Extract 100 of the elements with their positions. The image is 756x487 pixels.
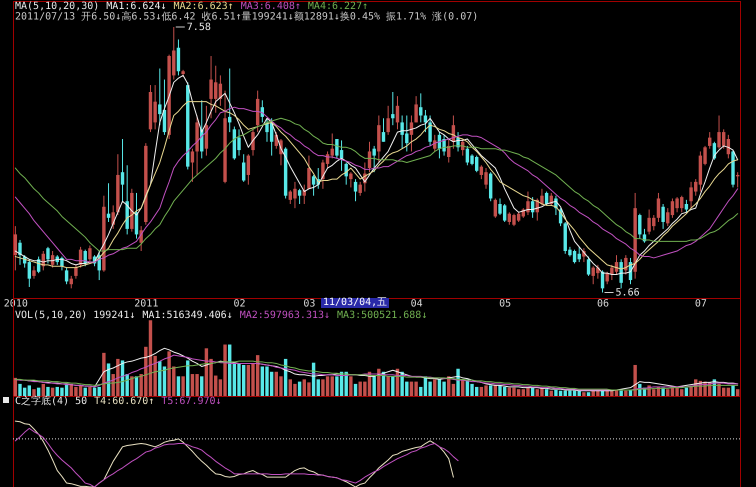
bar bbox=[480, 386, 484, 396]
bar bbox=[242, 364, 246, 396]
bar bbox=[582, 392, 586, 396]
candlestick bbox=[619, 258, 623, 289]
candlestick bbox=[70, 275, 73, 289]
candlestick bbox=[50, 250, 54, 268]
legend-title: VOL(5,10,20) 199241↓ bbox=[15, 310, 136, 321]
candlestick bbox=[270, 118, 274, 156]
text: MA2:597963.313↓ bbox=[240, 310, 330, 321]
text: MA1:6.624↓ bbox=[106, 1, 167, 12]
x-tick-label: 04 bbox=[410, 298, 423, 310]
candlestick bbox=[260, 100, 264, 123]
candlestick bbox=[466, 145, 470, 166]
bar bbox=[684, 388, 688, 396]
bar bbox=[586, 392, 590, 396]
text: MA3:6.408↑ bbox=[240, 1, 301, 12]
candlestick bbox=[382, 118, 386, 142]
candlestick bbox=[335, 138, 339, 159]
text: MA2:6.623↑ bbox=[173, 1, 234, 12]
candlestick bbox=[661, 204, 665, 230]
candlestick bbox=[153, 84, 157, 130]
bar bbox=[130, 376, 134, 396]
bar bbox=[624, 390, 628, 396]
bar bbox=[474, 386, 478, 396]
bar bbox=[274, 372, 278, 396]
text: 11/03/04,五 bbox=[321, 297, 390, 308]
candlestick bbox=[391, 91, 395, 126]
bar bbox=[391, 376, 395, 396]
bar bbox=[256, 355, 260, 396]
bar bbox=[502, 386, 506, 396]
bar bbox=[633, 364, 637, 396]
bar bbox=[377, 368, 381, 396]
candlestick bbox=[424, 109, 428, 133]
bar bbox=[36, 388, 40, 396]
bar bbox=[335, 376, 339, 396]
bar bbox=[298, 382, 302, 396]
bar bbox=[200, 376, 204, 396]
candlestick bbox=[246, 154, 250, 186]
candlestick bbox=[298, 188, 302, 204]
bar bbox=[176, 376, 180, 396]
candlestick bbox=[242, 154, 246, 182]
candlestick bbox=[624, 254, 628, 276]
bar bbox=[619, 390, 623, 396]
x-tick-label: 06 bbox=[597, 298, 610, 310]
candlestick bbox=[638, 213, 642, 240]
bar bbox=[284, 358, 288, 396]
x-tick-label: 07 bbox=[694, 298, 707, 310]
legend-title: C之字底(4) 50 bbox=[15, 395, 88, 407]
candlestick bbox=[358, 181, 362, 196]
bar bbox=[544, 389, 548, 396]
bar bbox=[84, 388, 87, 396]
candlestick bbox=[106, 182, 110, 222]
chart-subtitle: 2011/07/13 开6.50↓高6.53↓低6.42 收6.51↑量199241↓额12891↓换0.45% 振1.71% 涨(0.07) bbox=[15, 10, 478, 22]
text: MA3:500521.688↓ bbox=[337, 310, 428, 321]
x-tick-label: 02 bbox=[234, 298, 246, 310]
bar bbox=[494, 385, 498, 396]
annotation: 5.66 bbox=[616, 288, 640, 298]
bar bbox=[181, 376, 185, 396]
candlestick bbox=[502, 204, 506, 222]
candlestick bbox=[372, 145, 376, 173]
candlestick bbox=[605, 271, 609, 285]
candlestick bbox=[530, 196, 534, 218]
bar bbox=[386, 376, 390, 396]
candlestick bbox=[428, 115, 432, 146]
candlestick bbox=[508, 212, 512, 226]
bar bbox=[372, 376, 376, 396]
bar bbox=[102, 352, 106, 396]
candlestick bbox=[307, 155, 311, 190]
text: MA4:6.227↑ bbox=[308, 1, 368, 12]
candlestick bbox=[447, 138, 450, 164]
candlestick bbox=[176, 38, 180, 76]
candlestick bbox=[74, 264, 78, 280]
bar bbox=[508, 388, 512, 396]
bar bbox=[260, 366, 264, 396]
bar bbox=[186, 360, 190, 396]
x-tick-label: 2011 bbox=[134, 298, 158, 310]
bar bbox=[550, 390, 553, 396]
bar bbox=[14, 378, 18, 396]
candlestick bbox=[684, 199, 688, 213]
candlestick bbox=[84, 249, 87, 267]
candlestick bbox=[414, 96, 418, 123]
text: MA1:516349.406↓ bbox=[142, 310, 233, 321]
bar bbox=[50, 388, 54, 396]
x-tick-label: 05 bbox=[499, 298, 512, 310]
bar bbox=[42, 384, 45, 396]
candlestick bbox=[88, 244, 92, 264]
candlestick bbox=[494, 198, 498, 218]
bar bbox=[461, 379, 464, 396]
bar bbox=[88, 386, 92, 396]
candlestick bbox=[344, 162, 348, 186]
bar bbox=[456, 368, 460, 396]
bar bbox=[736, 389, 740, 396]
x-tick-label: 03 bbox=[303, 298, 316, 310]
bar bbox=[246, 364, 250, 396]
text: T5:67.970↓ bbox=[161, 396, 222, 407]
candlestick bbox=[544, 191, 548, 206]
candlestick bbox=[656, 192, 660, 222]
bar bbox=[530, 388, 534, 396]
candlestick bbox=[419, 92, 422, 123]
candlestick bbox=[14, 226, 18, 271]
